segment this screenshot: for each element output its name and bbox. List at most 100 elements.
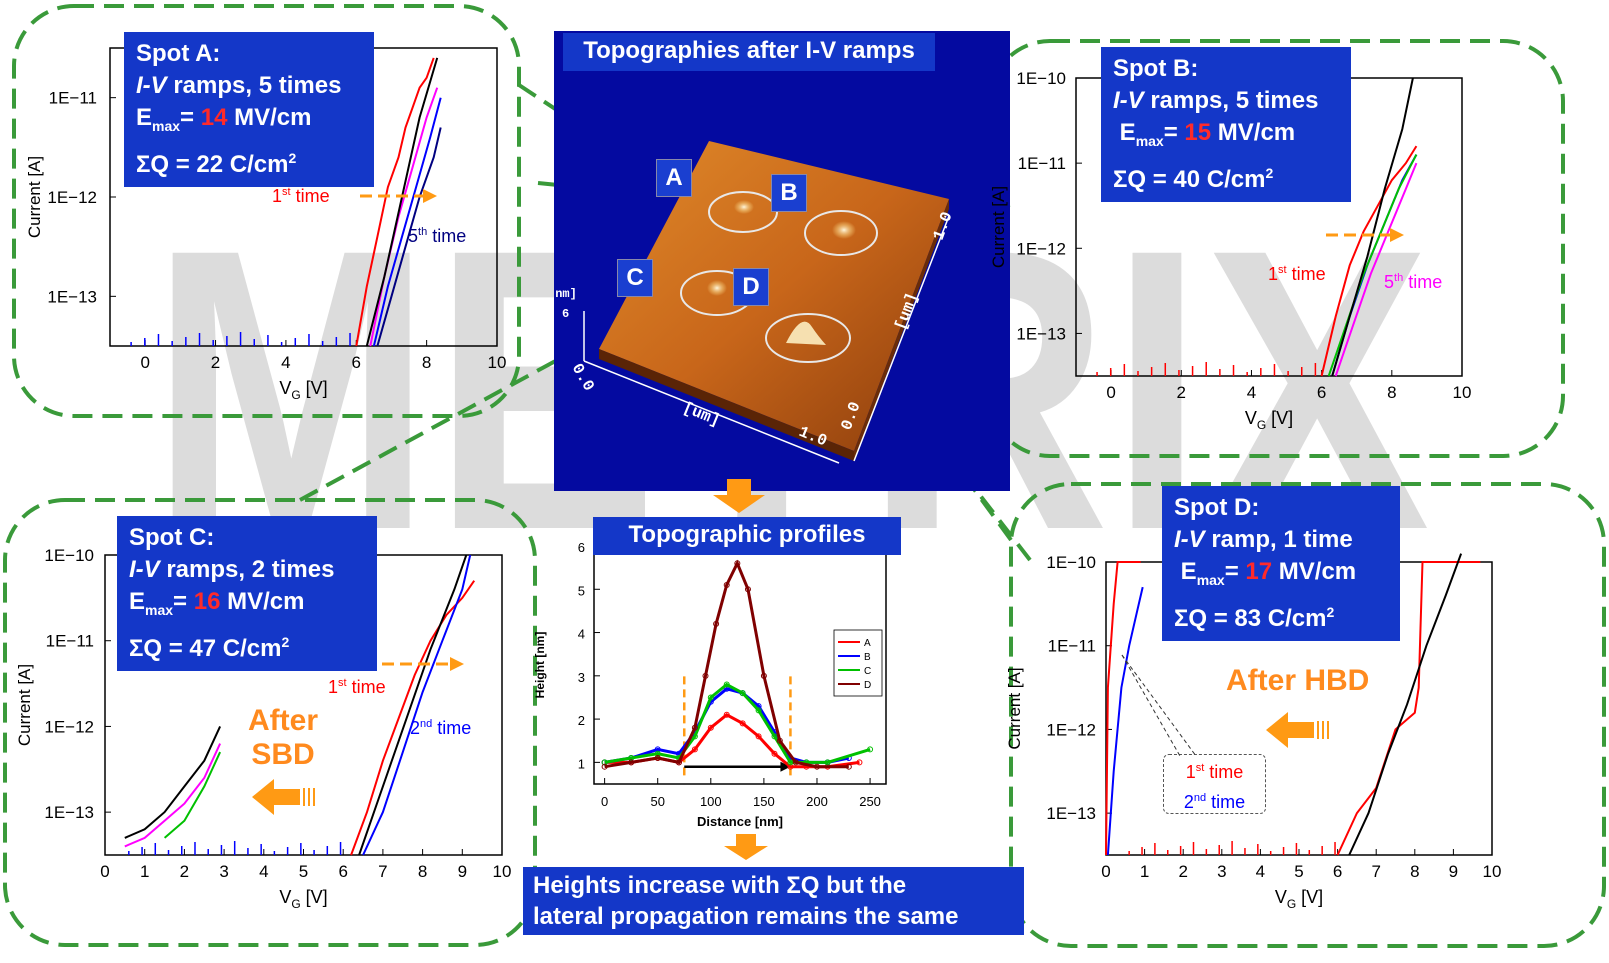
spotD-xtick-label: 1 <box>1140 862 1149 881</box>
spot-c-unit: MV/cm <box>220 588 305 615</box>
profiles-width-arrowhead <box>780 761 791 772</box>
profiles-point <box>601 759 608 766</box>
profiles-point <box>739 720 746 727</box>
spot-d-title: Spot D: <box>1174 494 1260 521</box>
peak-a <box>734 200 754 214</box>
spot-c-second-label: 2nd time <box>410 718 471 739</box>
profiles-series-0 <box>604 713 860 769</box>
profiles-point <box>691 729 698 736</box>
spotC-ylabel: Current [A] <box>15 664 34 746</box>
spot-a-charge: ΣQ = 22 C/cm2 <box>136 142 362 181</box>
profiles-ytick-label: 4 <box>578 627 585 642</box>
spotA-series-4 <box>365 57 439 347</box>
profiles-point <box>675 755 682 762</box>
spotD-xtick-label: 8 <box>1410 862 1419 881</box>
profiles-point <box>675 759 682 766</box>
conclusion-line-1: Heights increase with ΣQ but the <box>533 872 907 899</box>
profiles-point <box>776 737 783 744</box>
b-first-n: 1 <box>1268 264 1279 284</box>
spot-a-e: E <box>136 104 153 131</box>
spot-c-iv: I-V <box>129 556 160 583</box>
afm-x-axis <box>583 360 840 464</box>
circle-d <box>765 313 851 363</box>
spot-d-max: max <box>1196 571 1225 588</box>
spot-d-iv: I-V <box>1174 526 1205 553</box>
profiles-point <box>803 759 810 766</box>
afm-y-axis <box>853 215 950 462</box>
spot-b-first-label: 1st time <box>1268 264 1326 285</box>
c-second-n: 2 <box>410 718 421 738</box>
spot-b-max: max <box>1135 132 1164 149</box>
profiles-series-3 <box>604 559 849 769</box>
spot-d-sup: 2 <box>1326 603 1335 620</box>
profiles-point <box>723 681 730 688</box>
d-second-rest: time <box>1206 792 1246 812</box>
profiles-point <box>787 755 794 762</box>
profiles-legend-box <box>833 629 883 697</box>
spotC-series-3 <box>124 725 222 839</box>
spotD-xtick-label: 3 <box>1217 862 1226 881</box>
spot-b-sup: 2 <box>1265 164 1274 181</box>
profiles-point <box>628 759 635 766</box>
spotC-ytick-label: 1E−12 <box>44 717 94 736</box>
profiles-point <box>755 707 762 714</box>
spot-d-emax-value: 17 <box>1245 558 1273 585</box>
peak-c <box>707 280 727 296</box>
spot-b-iv: I-V <box>1113 87 1144 114</box>
spotD-xlabel: VG [V] <box>1275 887 1323 911</box>
spotD-xtick-label: 5 <box>1294 862 1303 881</box>
spotB-xtick-label: 0 <box>1106 383 1115 402</box>
profiles-point <box>771 750 778 757</box>
spotC-ytick-label: 1E−13 <box>44 803 94 822</box>
spotD-series-1 <box>1106 586 1144 856</box>
spotB-ytick-label: 1E−11 <box>1018 154 1066 173</box>
profiles-xtick-label: 150 <box>753 794 775 809</box>
legend-label-A: A <box>864 638 871 649</box>
profiles-ytick-label: 6 <box>578 540 585 555</box>
spotC-xtick-label: 4 <box>259 862 268 881</box>
profiles-xtick-label: 200 <box>806 794 828 809</box>
profiles-ytick-label: 1 <box>578 756 585 771</box>
profiles-point <box>654 750 661 757</box>
spot-label-a: A <box>656 159 692 197</box>
spot-c-title: Spot C: <box>129 524 215 551</box>
profiles-point <box>760 672 767 679</box>
spotD-xtick-label: 4 <box>1256 862 1265 881</box>
spot-b-charge: ΣQ = 40 C/cm2 <box>1113 157 1339 196</box>
spotA-xtick-label: 4 <box>281 353 290 372</box>
a-fifth-rest: time <box>427 226 467 246</box>
profiles-xtick-label: 0 <box>601 794 608 809</box>
profiles-point <box>654 746 661 753</box>
spot-c-max: max <box>145 601 174 618</box>
afm-side-right <box>854 199 949 461</box>
spotC-xtick-label: 0 <box>100 862 109 881</box>
spotC-xtick-label: 7 <box>378 862 387 881</box>
spotB-ytick-label: 1E−10 <box>1016 69 1066 88</box>
d-second-sup: nd <box>1193 792 1207 804</box>
profiles-ytick-label: 2 <box>578 713 585 728</box>
a-first-sup: st <box>282 186 291 198</box>
profiles-xlabel: Distance [nm] <box>697 814 783 829</box>
profiles-title: Topographic profiles <box>593 517 901 555</box>
profiles-point <box>755 733 762 740</box>
spot-c-left-arrow <box>252 779 300 815</box>
profiles-point <box>845 755 852 762</box>
profiles-point <box>856 759 863 766</box>
spotA-ytick-label: 1E−13 <box>47 287 97 306</box>
d-first-label: 1st time <box>1164 755 1265 785</box>
spotC-xtick-label: 9 <box>458 862 467 881</box>
a-first-rest: time <box>290 186 330 206</box>
profiles-point <box>771 733 778 740</box>
spot-a-eq: = <box>180 104 201 131</box>
spot-d-q: ΣQ = 83 C/cm <box>1174 604 1327 632</box>
spot-c-sup: 2 <box>281 633 290 650</box>
spot-a-emax: Emax= 14 MV/cm <box>136 102 362 142</box>
spotD-xtick-label: 6 <box>1333 862 1342 881</box>
legend-label-D: D <box>864 680 871 691</box>
spot-d-charge: ΣQ = 83 C/cm2 <box>1174 596 1388 635</box>
spotB-xtick-label: 4 <box>1247 383 1256 402</box>
profiles-point <box>771 729 778 736</box>
spotC-ytick-label: 1E−11 <box>46 632 94 651</box>
profiles-point <box>739 690 746 697</box>
profiles-point <box>702 672 709 679</box>
